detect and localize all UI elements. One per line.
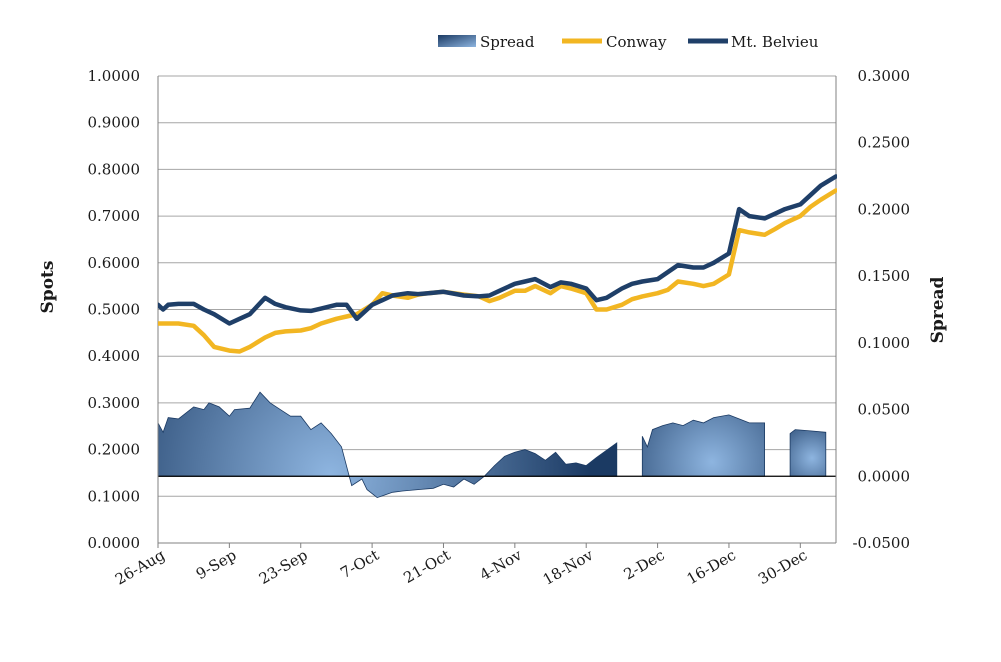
spread-area-series bbox=[158, 391, 836, 499]
spread-area-segment-1 bbox=[158, 391, 618, 499]
legend-label-belvieu: Mt. Belvieu bbox=[731, 33, 819, 51]
legend-label-spread: Spread bbox=[480, 33, 535, 51]
price-lines bbox=[158, 174, 837, 354]
legend: Spread Conway Mt. Belvieu bbox=[438, 33, 819, 51]
left-tick-label-2: 0.2000 bbox=[88, 441, 141, 459]
axes bbox=[157, 76, 837, 544]
right-tick-label-0: -0.0500 bbox=[852, 534, 910, 552]
left-tick-label-3: 0.3000 bbox=[88, 394, 141, 412]
left-tick-label-8: 0.8000 bbox=[88, 160, 141, 178]
conway-line bbox=[158, 188, 837, 354]
legend-label-conway: Conway bbox=[606, 33, 667, 51]
right-tick-label-1: 0.0000 bbox=[858, 467, 911, 485]
x-tick-label-1: 9-Sep bbox=[193, 546, 240, 583]
right-tick-label-5: 0.2000 bbox=[858, 200, 911, 218]
right-axis-tick-labels: -0.0500 0.0000 0.0500 0.1000 0.1500 0.2000 0.2… bbox=[852, 67, 910, 552]
left-tick-label-6: 0.6000 bbox=[88, 254, 141, 272]
left-tick-label-5: 0.5000 bbox=[88, 301, 141, 319]
x-tick-label-9: 30-Dec bbox=[755, 546, 810, 588]
x-tick-label-2: 23-Sep bbox=[256, 546, 311, 588]
left-tick-label-0: 0.0000 bbox=[88, 534, 141, 552]
right-tick-label-6: 0.2500 bbox=[858, 134, 911, 152]
x-tick-label-8: 16-Dec bbox=[684, 546, 739, 588]
left-axis-title: Spots bbox=[38, 261, 58, 314]
left-tick-label-1: 0.1000 bbox=[88, 487, 141, 505]
x-axis-tick-labels: 26-Aug 9-Sep 23-Sep 7-Oct 21-Oct 4-Nov 18-Nov 2… bbox=[112, 543, 810, 589]
right-tick-label-4: 0.1500 bbox=[858, 267, 911, 285]
x-tick-label-3: 7-Oct bbox=[337, 546, 382, 582]
left-tick-label-10: 1.0000 bbox=[88, 67, 141, 85]
left-tick-label-4: 0.4000 bbox=[88, 347, 141, 365]
x-tick-label-5: 4-Nov bbox=[477, 546, 526, 584]
x-tick-label-0: 26-Aug bbox=[112, 546, 168, 589]
belvieu-line bbox=[158, 174, 837, 326]
spread-area-segment-3 bbox=[789, 429, 827, 477]
left-tick-label-9: 0.9000 bbox=[88, 114, 141, 132]
x-tick-label-6: 18-Nov bbox=[540, 546, 597, 589]
spread-area-segment-2 bbox=[641, 414, 765, 477]
right-tick-label-3: 0.1000 bbox=[858, 334, 911, 352]
right-axis-title: Spread bbox=[928, 276, 948, 343]
legend-swatch-spread bbox=[438, 35, 476, 47]
left-axis-tick-labels: 0.0000 0.1000 0.2000 0.3000 0.4000 0.5000 0.60… bbox=[88, 67, 141, 552]
right-tick-label-7: 0.3000 bbox=[858, 67, 911, 85]
right-tick-label-2: 0.0500 bbox=[858, 401, 911, 419]
x-tick-label-7: 2-Dec bbox=[621, 546, 668, 584]
x-tick-label-4: 21-Oct bbox=[400, 546, 453, 587]
left-tick-label-7: 0.7000 bbox=[88, 207, 141, 225]
